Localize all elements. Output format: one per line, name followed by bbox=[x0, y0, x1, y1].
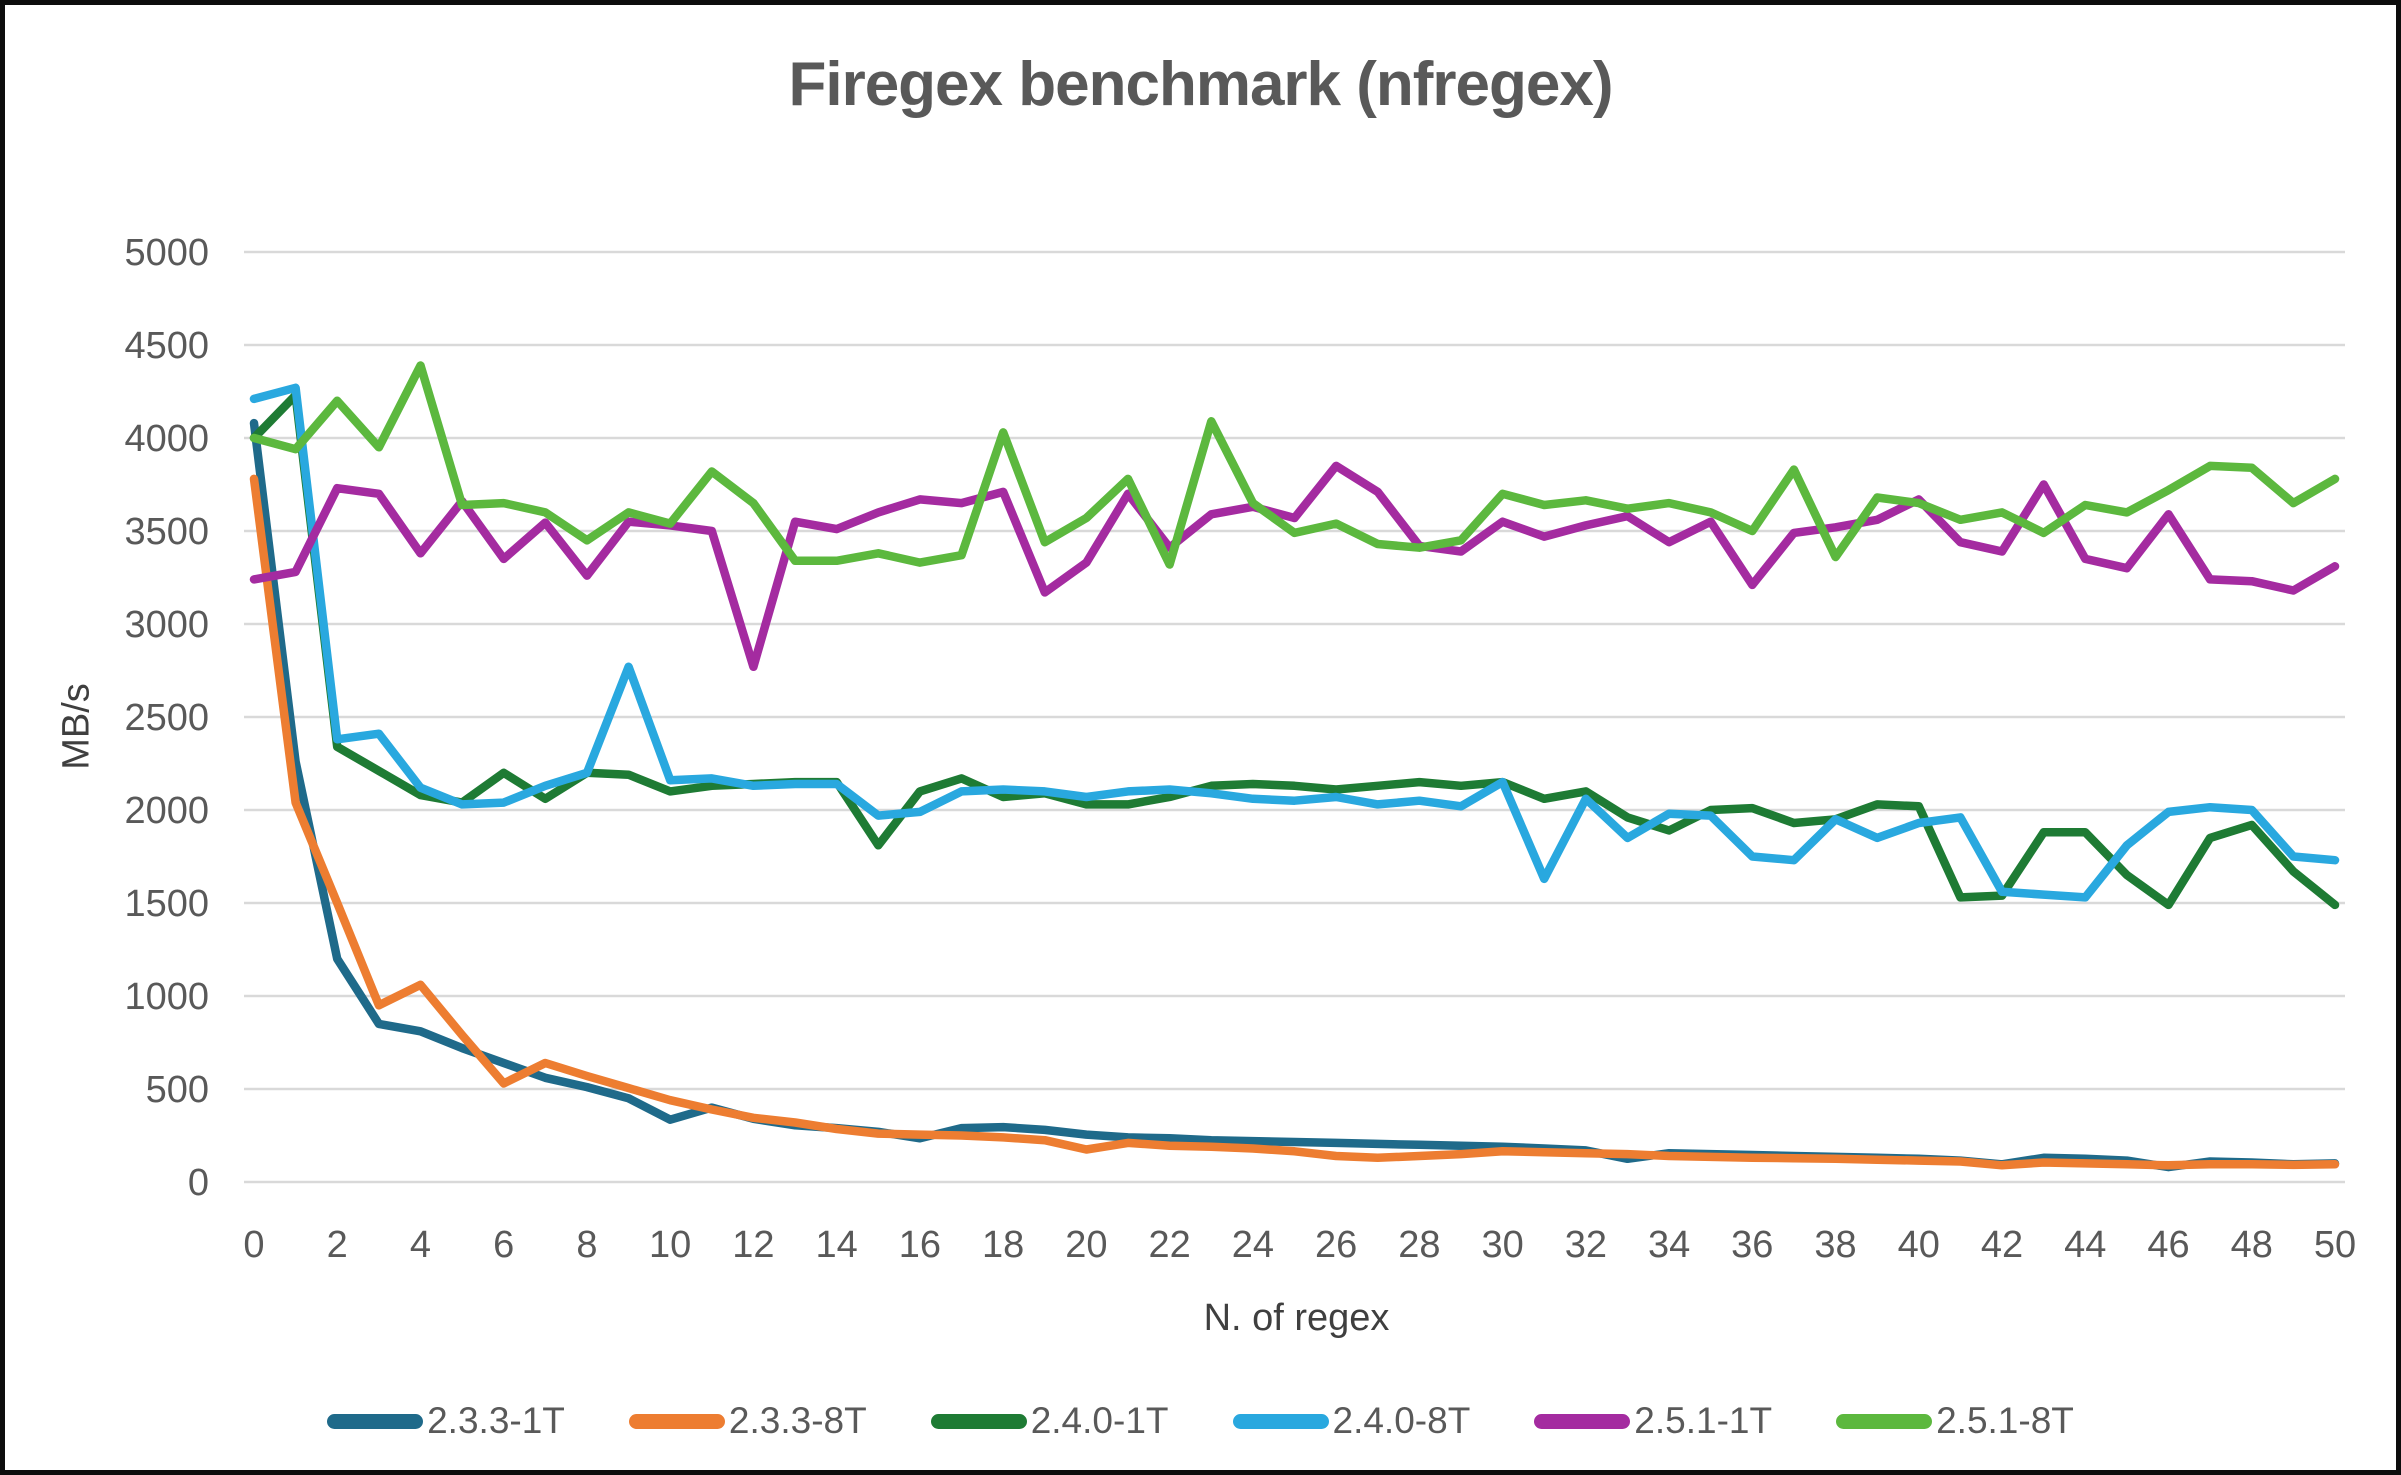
series-line-2.4.0-1T bbox=[249, 390, 2340, 910]
y-tick-label: 0 bbox=[188, 1162, 209, 1204]
x-tick-label: 32 bbox=[1565, 1224, 1607, 1266]
y-tick-label: 3500 bbox=[124, 511, 209, 553]
x-tick-label: 24 bbox=[1232, 1224, 1274, 1266]
x-axis-title: N. of regex bbox=[1203, 1297, 1390, 1339]
x-tick-label: 42 bbox=[1981, 1224, 2023, 1266]
y-tick-label: 2500 bbox=[124, 697, 209, 739]
legend-item-2.5.1-8T: 2.5.1-8T bbox=[1836, 1400, 2074, 1442]
x-tick-label: 50 bbox=[2314, 1224, 2356, 1266]
y-tick-label: 2000 bbox=[124, 790, 209, 832]
x-tick-label: 44 bbox=[2064, 1224, 2106, 1266]
x-tick-label: 14 bbox=[816, 1224, 858, 1266]
legend-swatch-icon bbox=[327, 1413, 424, 1429]
chart-legend: 2.3.3-1T 2.3.3-8T 2.4.0-1T 2.4.0-8T 2.5.1-1T… bbox=[5, 1400, 2396, 1442]
y-tick-label: 4500 bbox=[124, 325, 209, 367]
chart-canvas: 0500100015002000250030003500400045005000… bbox=[124, 232, 2356, 1266]
x-tick-label: 30 bbox=[1481, 1224, 1523, 1266]
legend-label: 2.4.0-1T bbox=[1030, 1400, 1169, 1441]
legend-label: 2.5.1-8T bbox=[1936, 1400, 2074, 1441]
x-tick-label: 12 bbox=[732, 1224, 774, 1266]
series-line-2.4.0-8T bbox=[249, 383, 2340, 902]
x-tick-label: 48 bbox=[2231, 1224, 2273, 1266]
x-tick-label: 18 bbox=[982, 1224, 1024, 1266]
y-tick-label: 500 bbox=[146, 1069, 209, 1111]
x-tick-label: 0 bbox=[243, 1224, 264, 1266]
x-tick-label: 38 bbox=[1814, 1224, 1856, 1266]
x-tick-label: 4 bbox=[410, 1224, 431, 1266]
x-tick-label: 46 bbox=[2147, 1224, 2189, 1266]
legend-swatch-icon bbox=[930, 1413, 1027, 1429]
y-tick-label: 1000 bbox=[124, 976, 209, 1018]
legend-label: 2.3.3-8T bbox=[728, 1400, 867, 1441]
legend-item-2.5.1-1T: 2.5.1-1T bbox=[1534, 1400, 1772, 1442]
legend-label: 2.4.0-8T bbox=[1332, 1400, 1471, 1441]
legend-swatch-icon bbox=[1534, 1413, 1631, 1429]
y-tick-label: 4000 bbox=[124, 418, 209, 460]
chart-title: Firegex benchmark (nfregex) bbox=[788, 50, 1613, 119]
legend-swatch-icon bbox=[1836, 1413, 1933, 1429]
x-tick-label: 6 bbox=[493, 1224, 514, 1266]
x-tick-label: 8 bbox=[576, 1224, 597, 1266]
legend-label: 2.3.3-1T bbox=[427, 1400, 565, 1441]
legend-label: 2.5.1-1T bbox=[1634, 1400, 1773, 1441]
y-tick-label: 3000 bbox=[124, 604, 209, 646]
x-tick-label: 22 bbox=[1148, 1224, 1190, 1266]
y-tick-label: 1500 bbox=[124, 883, 209, 925]
series-line-2.5.1-8T bbox=[249, 361, 2340, 569]
x-tick-label: 28 bbox=[1398, 1224, 1440, 1266]
legend-swatch-icon bbox=[1232, 1413, 1329, 1429]
x-tick-label: 36 bbox=[1731, 1224, 1773, 1266]
y-tick-label: 5000 bbox=[124, 232, 209, 274]
x-tick-label: 34 bbox=[1648, 1224, 1690, 1266]
legend-item-2.3.3-1T: 2.3.3-1T bbox=[327, 1400, 565, 1442]
x-tick-label: 16 bbox=[899, 1224, 941, 1266]
x-tick-label: 20 bbox=[1065, 1224, 1107, 1266]
series-line-2.3.3-8T bbox=[249, 474, 2340, 1170]
legend-item-2.4.0-8T: 2.4.0-8T bbox=[1232, 1400, 1471, 1442]
legend-item-2.4.0-1T: 2.4.0-1T bbox=[930, 1400, 1169, 1442]
x-tick-label: 2 bbox=[327, 1224, 348, 1266]
x-tick-label: 40 bbox=[1898, 1224, 1940, 1266]
x-tick-label: 26 bbox=[1315, 1224, 1357, 1266]
legend-item-2.3.3-8T: 2.3.3-8T bbox=[628, 1400, 867, 1442]
series-line-2.5.1-1T bbox=[249, 461, 2340, 672]
x-tick-label: 10 bbox=[649, 1224, 691, 1266]
legend-swatch-icon bbox=[628, 1413, 725, 1429]
